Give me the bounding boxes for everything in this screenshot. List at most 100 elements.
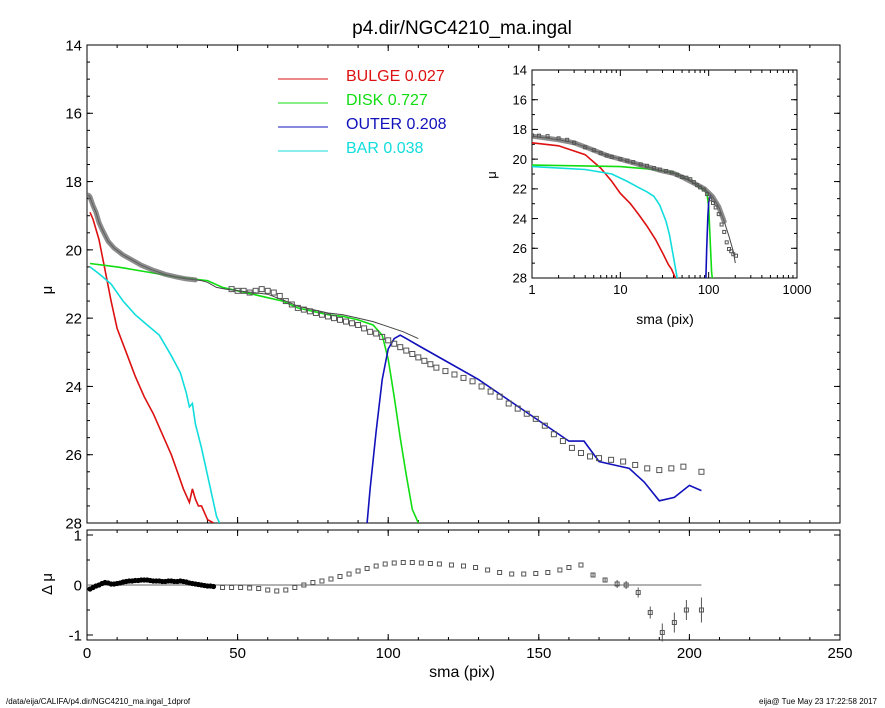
- data-point: [270, 289, 277, 296]
- data-point: [478, 383, 485, 390]
- data-point: [719, 222, 724, 227]
- data-point: [572, 140, 577, 145]
- residual-point: [256, 586, 262, 591]
- data-point: [565, 137, 570, 142]
- data-point: [609, 154, 614, 159]
- residual-point: [346, 571, 352, 577]
- data-point: [695, 183, 700, 188]
- data-point: [240, 287, 247, 294]
- data-point: [545, 134, 550, 139]
- legend-label-bar: BAR 0.038: [346, 140, 423, 157]
- data-point: [604, 153, 609, 158]
- residual-point: [238, 585, 244, 590]
- residual-point: [274, 588, 280, 594]
- data-point: [385, 337, 392, 344]
- data-point: [688, 177, 693, 182]
- data-point: [258, 286, 265, 293]
- y-tick-label: 14: [513, 63, 527, 78]
- y-tick-label: -1: [69, 627, 82, 644]
- inset-background: [532, 70, 797, 278]
- legend-label-bulge: BULGE 0.027: [346, 68, 445, 85]
- residual-point: [283, 587, 289, 593]
- data-point: [708, 197, 713, 202]
- chart-title: p4.dir/NGC4210_ma.ingal: [352, 18, 572, 39]
- data-point: [276, 292, 283, 299]
- data-point: [451, 371, 458, 378]
- data-point: [349, 320, 356, 327]
- data-point: [664, 169, 669, 174]
- data-point: [536, 133, 541, 138]
- data-point: [288, 301, 295, 308]
- data-point: [705, 192, 710, 197]
- residual-point: [436, 561, 442, 567]
- residual-point: [247, 585, 253, 591]
- data-point: [596, 455, 603, 462]
- legend-label-outer: OUTER 0.208: [346, 116, 447, 133]
- inset-log-plot: 1 10 100 1000 14 16 18 20 22 24 26 28 sma (pix) μ: [484, 63, 811, 327]
- data-point: [496, 393, 503, 400]
- residual-point: [659, 630, 665, 635]
- y-tick-label: 26: [513, 241, 527, 256]
- y-tick-label: 22: [513, 182, 527, 197]
- residual-point: [391, 560, 397, 566]
- residual-point: [509, 571, 515, 577]
- y-tick-label: 1: [74, 527, 82, 544]
- data-point: [631, 160, 636, 165]
- data-point: [598, 151, 603, 156]
- data-point: [264, 287, 271, 294]
- x-tick-label: 100: [376, 645, 401, 662]
- data-point: [638, 162, 643, 167]
- y-tick-label: 16: [513, 92, 527, 107]
- residual-point: [409, 560, 415, 565]
- y-tick-label: 20: [513, 152, 527, 167]
- data-point: [724, 240, 729, 245]
- y-tick-label: 28: [513, 271, 527, 286]
- data-point: [403, 347, 410, 354]
- data-point: [669, 170, 674, 175]
- data-point: [644, 465, 651, 472]
- residual-point: [382, 561, 388, 567]
- series-line-outer: [366, 334, 702, 523]
- residual-point: [533, 571, 539, 576]
- data-point: [343, 318, 350, 325]
- data-point: [577, 450, 584, 457]
- data-point: [701, 187, 706, 192]
- residual-point: [373, 563, 379, 569]
- series-group: [87, 192, 705, 523]
- series-group: [532, 133, 739, 278]
- residual-point: [220, 585, 226, 590]
- residual-point: [521, 571, 527, 577]
- y-tick-label: 16: [65, 106, 82, 123]
- residual-point: [319, 578, 325, 584]
- residual-point: [448, 562, 454, 568]
- data-point: [282, 298, 289, 305]
- data-point: [668, 465, 675, 472]
- data-point: [656, 467, 663, 474]
- data-point: [532, 133, 534, 138]
- data-point: [632, 461, 639, 468]
- data-point: [379, 333, 386, 340]
- data-point: [505, 400, 512, 407]
- residual-point: [337, 574, 343, 579]
- residual-point: [210, 583, 217, 590]
- residual-point: [602, 577, 608, 583]
- data-point: [556, 136, 561, 141]
- data-point: [680, 463, 687, 470]
- residual-point: [229, 585, 235, 590]
- data-point: [300, 306, 307, 313]
- data-point: [355, 321, 362, 328]
- data-point: [442, 368, 449, 375]
- series-line-bar: [89, 266, 221, 523]
- data-point: [234, 287, 241, 294]
- data-point: [541, 422, 548, 429]
- data-point: [409, 350, 416, 357]
- data-point: [568, 444, 575, 451]
- series-line-bar: [532, 165, 678, 278]
- data-point: [469, 378, 476, 385]
- residual-point: [461, 563, 466, 569]
- data-point: [246, 289, 253, 296]
- data-point: [415, 354, 422, 361]
- data-point: [729, 249, 734, 254]
- residual-point: [400, 560, 406, 565]
